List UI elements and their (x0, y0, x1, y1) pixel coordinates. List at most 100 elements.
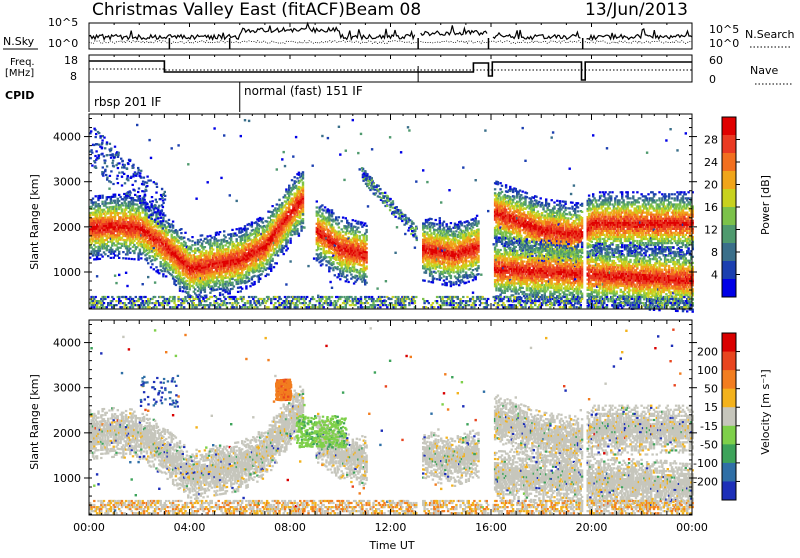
power-cell (394, 252, 396, 254)
power-cell (200, 283, 202, 285)
power-cell (321, 304, 323, 306)
power-cell (140, 298, 142, 300)
velocity-colorbar-label: Velocity [m s⁻¹] (759, 369, 772, 454)
power-cell (278, 210, 280, 212)
power-cell (374, 304, 376, 306)
power-cell (200, 291, 202, 293)
power-cell (124, 229, 126, 231)
power-cell (169, 306, 171, 308)
power-cell (270, 298, 272, 300)
power-cell (428, 260, 430, 262)
power-cell (251, 304, 253, 306)
power-cell (119, 239, 121, 241)
power-cell (273, 250, 275, 252)
power-cell (129, 306, 131, 308)
power-cell (90, 250, 92, 252)
power-cell (142, 306, 144, 308)
power-cell (446, 223, 448, 225)
power-cell (139, 224, 141, 226)
power-cell (220, 241, 222, 243)
power-cell (345, 150, 347, 152)
power-cell (357, 221, 359, 223)
power-cell (154, 281, 156, 283)
power-cell (446, 276, 448, 278)
power-cell (318, 304, 320, 306)
power-cell (99, 248, 101, 250)
power-cell (99, 250, 101, 252)
power-cell (338, 226, 340, 228)
power-cell (207, 235, 209, 237)
power-cell (253, 306, 255, 308)
power-cell (95, 203, 97, 205)
power-cell (218, 239, 220, 241)
power-cell (397, 298, 399, 300)
power-cell (397, 300, 399, 302)
power-cell (194, 252, 196, 254)
power-cell (403, 298, 405, 300)
power-cell (119, 247, 121, 249)
velocity-ylabel: Slant Range [km] (28, 374, 41, 470)
power-cell (137, 208, 139, 210)
power-cell (329, 267, 331, 269)
power-cell (219, 282, 221, 284)
power-cell (249, 302, 251, 304)
power-cell (224, 244, 226, 246)
power-cell (441, 298, 443, 300)
power-cell (117, 198, 119, 200)
power-cell (124, 221, 126, 223)
power-cell (352, 219, 354, 221)
power-ylabel: Slant Range [km] (28, 174, 41, 270)
power-cell (115, 238, 117, 240)
power-cell (244, 268, 246, 270)
power-cell (347, 224, 349, 226)
power-cell (321, 204, 323, 206)
power-cell (100, 254, 102, 256)
power-cell (209, 255, 211, 257)
power-cell (115, 204, 117, 206)
power-cell (140, 304, 142, 306)
power-cell (403, 302, 405, 304)
nave-tick-high: 60 (709, 54, 723, 67)
power-cell (183, 300, 185, 302)
power-cell (122, 198, 124, 200)
power-cell (285, 243, 287, 245)
power-cell (288, 189, 290, 191)
power-cell (263, 266, 265, 268)
power-cell (191, 306, 193, 308)
power-cell (191, 296, 193, 298)
power-cell (439, 228, 441, 230)
power-cell (153, 268, 155, 270)
power-cell (291, 179, 293, 181)
power-cell (136, 246, 138, 248)
power-cell (285, 188, 287, 190)
power-cell (288, 296, 290, 298)
power-cell (332, 302, 334, 304)
power-cell (345, 304, 347, 306)
power-cell (363, 263, 365, 265)
power-cell (300, 296, 302, 298)
power-cell (132, 306, 134, 308)
power-cell (316, 200, 318, 202)
power-cell (309, 302, 311, 304)
power-cell (255, 304, 257, 306)
power-cell (255, 296, 257, 298)
power-cell (382, 304, 384, 306)
power-cell (339, 278, 341, 280)
power-cell (244, 225, 246, 227)
power-cell (119, 206, 121, 208)
power-cell (446, 282, 448, 284)
power-cell (381, 302, 383, 304)
power-cell (428, 302, 430, 304)
power-cell (220, 177, 222, 179)
power-cell (237, 291, 239, 293)
power-cell (153, 306, 155, 308)
power-cell (137, 210, 139, 212)
power-cell (252, 298, 254, 300)
power-cell (321, 263, 323, 265)
power-cell (191, 244, 193, 246)
power-cell (242, 296, 244, 298)
power-cell (436, 296, 438, 298)
power-cell (312, 306, 314, 308)
power-cell (332, 227, 334, 229)
power-cell (365, 255, 367, 257)
